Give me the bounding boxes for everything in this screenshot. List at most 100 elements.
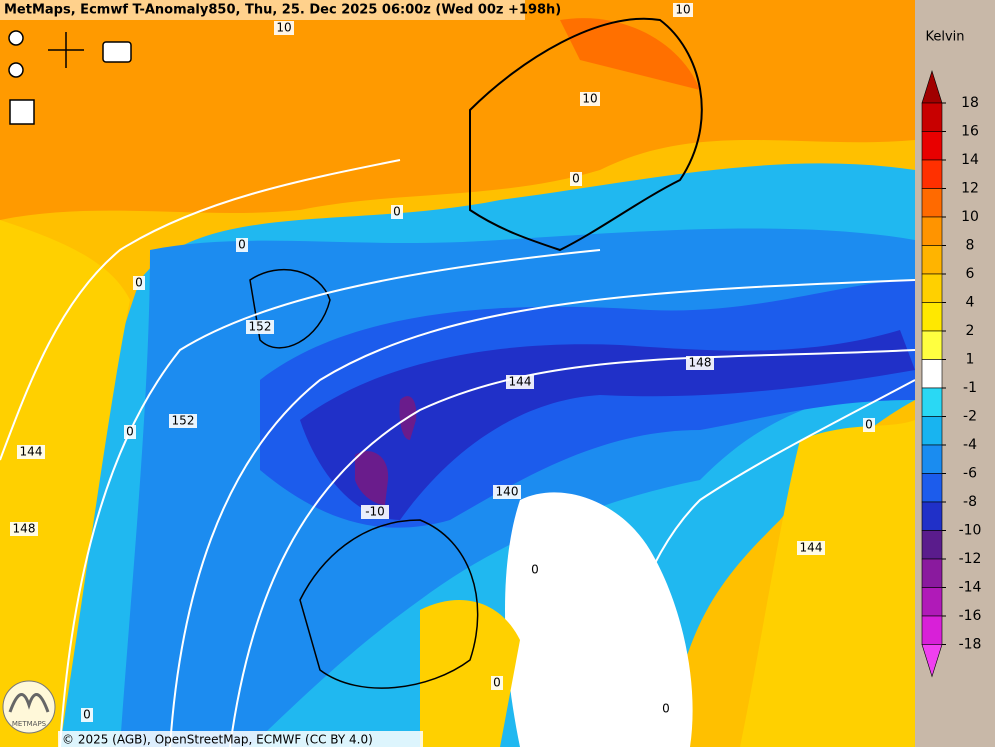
contour-label-box [506,375,534,389]
attribution-bar [58,731,423,747]
contour-label-box [17,445,45,459]
colorbar-label: -8 [963,494,977,510]
colorbar-label: -2 [963,409,977,425]
very-cold-area [355,451,389,505]
contour-label: 148 [13,522,36,536]
colorbar-label: -14 [959,580,982,596]
contour-label: 148 [689,356,712,370]
colorbar-segment [921,359,943,389]
contour-label: 10 [582,92,597,106]
contour-label-box [863,418,875,432]
colorbar-label: -18 [959,637,982,653]
colorbar-segment [921,330,943,360]
contour-label-box [491,676,503,690]
colorbar-label: 14 [961,152,979,168]
contour-label-box [529,563,541,577]
colorbar-segment [921,473,943,503]
contour-label-box [580,92,600,106]
warm-area [560,18,700,90]
attribution: © 2025 (AGB), OpenStreetMap, ECMWF (CC B… [62,733,373,747]
contour-label-box [246,320,274,334]
colorbar-label: -6 [963,466,977,482]
coastline [249,268,331,349]
contour-label: 10 [675,3,690,17]
contour-label: 0 [83,708,91,722]
map-title: MetMaps, Ecmwf T-Anomaly850, Thu, 25. De… [4,3,561,18]
colorbar-segment [921,216,943,246]
colorbar-segment [921,102,943,132]
contour-label-box [81,708,93,722]
contour-label-box [673,3,693,17]
contour-label: 0 [493,676,501,690]
contour-label-box [686,356,714,370]
contour-label: 152 [172,414,195,428]
zoom-out-button[interactable] [8,62,24,78]
contour-label: -10 [365,505,385,519]
colorbar-segment [921,387,943,417]
colorbar-segment [921,188,943,218]
colorbar-segment [921,302,943,332]
coastline [299,519,479,689]
contour-label-box [236,238,248,252]
contour-label: 152 [249,320,272,334]
colorbar-label: -12 [959,551,982,567]
colorbar-arrow [921,644,943,678]
colorbar-segment [921,530,943,560]
contour-label: 0 [238,238,246,252]
contour-label: 0 [393,205,401,219]
contour-label: 0 [531,563,539,577]
screenshot-button[interactable] [102,41,132,63]
neutral-area [505,492,693,747]
contour-label-box [391,205,403,219]
contour-label-box [133,276,145,290]
colorbar-segment [921,615,943,645]
contour-label: 140 [496,485,519,499]
colorbar-segment [921,501,943,531]
contour-label: 0 [865,418,873,432]
colorbar-segment [921,416,943,446]
colorbar-segment [921,444,943,474]
contour-label-box [124,425,136,439]
colorbar-label: -16 [959,608,982,624]
colorbar-label: -4 [963,437,977,453]
colorbar-label: 1 [966,352,975,368]
fullscreen-button[interactable] [9,99,35,125]
map-controls[interactable] [8,30,132,125]
contour-label-box [274,21,294,35]
colorbar-segment [921,587,943,617]
zoom-in-button[interactable] [8,30,24,46]
colorbar-segment [921,273,943,303]
contour-label: 144 [20,445,43,459]
warm-area [740,420,915,747]
contour-label: 0 [135,276,143,290]
colorbar-segment [921,558,943,588]
contour-label: 144 [509,375,532,389]
legend-unit: Kelvin [925,30,964,45]
contour-label-box [169,414,197,428]
contour-label-box [361,505,389,519]
colorbar-label: 18 [961,95,979,111]
contour-label: 144 [800,541,823,555]
colorbar-segment [921,159,943,189]
warm-area [0,220,130,747]
colorbar-label: 8 [966,238,975,254]
colorbar-label: 4 [966,295,975,311]
warm-area [420,600,520,747]
logo-text: METMAPS [12,720,47,728]
warm-area [0,0,915,220]
map[interactable] [0,0,915,747]
colorbar-label: -10 [959,523,982,539]
contour-label: 0 [126,425,134,439]
cold-core [300,330,915,520]
pan-arrows [48,32,84,68]
colorbar-label: -1 [963,380,977,396]
colorbar-label: 16 [961,124,979,140]
coastline [469,17,703,252]
contour-label: 0 [572,172,580,186]
colorbar-label: 10 [961,209,979,225]
colorbar-label: 6 [966,266,975,282]
contour-label-box [660,702,672,716]
contour-label-box [570,172,582,186]
colorbar-label: 2 [966,323,975,339]
contour-label: 10 [276,21,291,35]
